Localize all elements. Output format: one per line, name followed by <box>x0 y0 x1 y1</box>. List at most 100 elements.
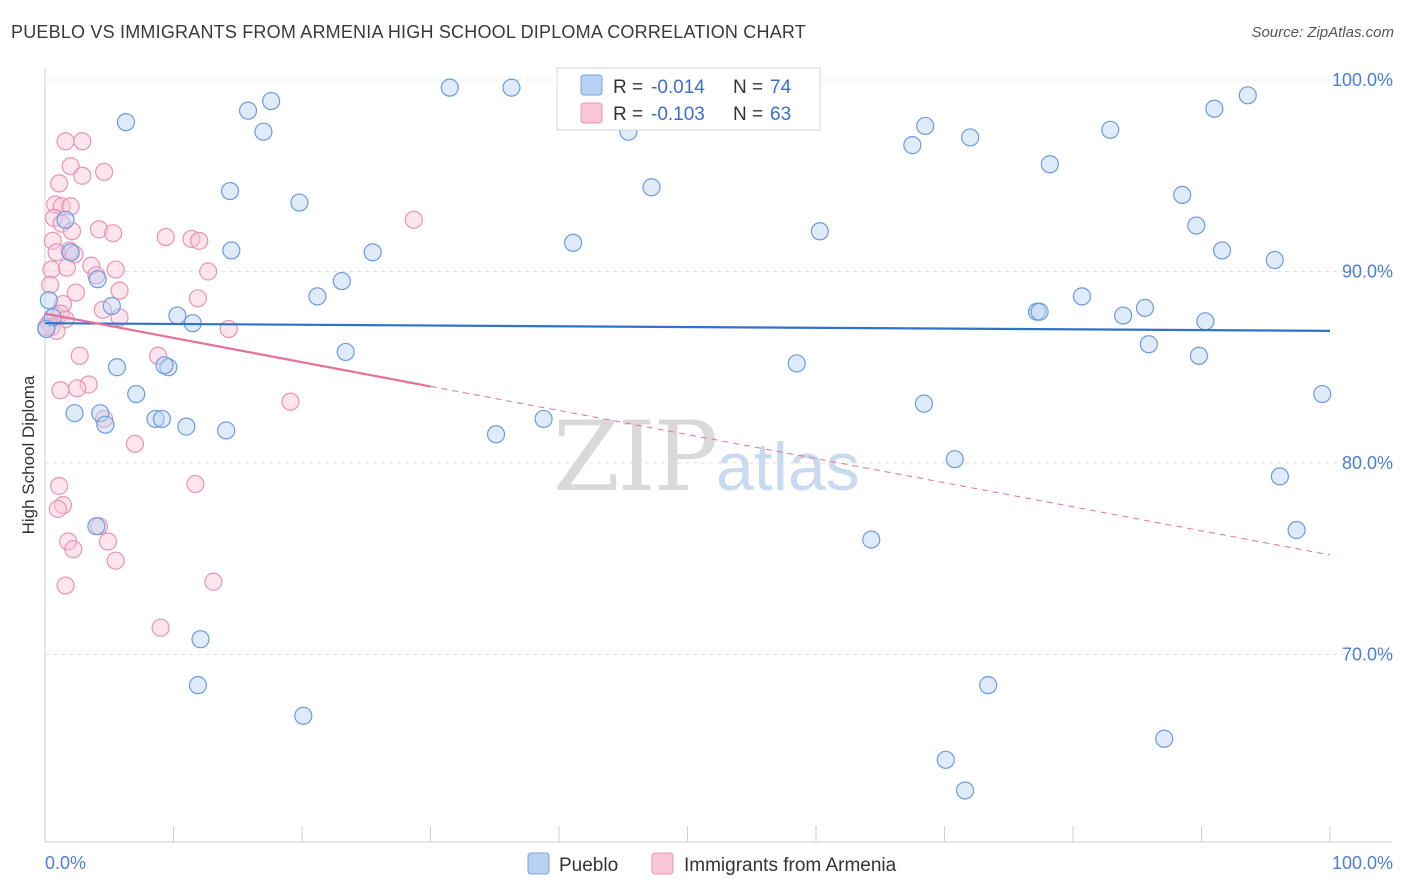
data-point <box>156 227 175 247</box>
y-axis-label: High School Diploma <box>19 375 38 534</box>
data-point <box>50 174 69 193</box>
x-tick-label: 0.0% <box>45 853 86 873</box>
data-point <box>73 166 92 185</box>
data-point <box>65 404 84 423</box>
stats-legend: R = -0.014 N = 74 R = -0.103 N = 63 <box>556 67 821 131</box>
data-point <box>62 222 82 241</box>
legend-r-label-armenia: R = <box>613 104 643 125</box>
y-tick-label: 100.0% <box>1332 70 1393 90</box>
grid-lines <box>45 79 1392 655</box>
data-point <box>61 197 80 216</box>
data-point <box>106 551 125 570</box>
legend-bottom-swatch-pueblo <box>527 852 550 875</box>
data-point <box>564 233 583 252</box>
data-point <box>1313 384 1332 404</box>
watermark-zip: ZIP <box>553 401 716 513</box>
legend-swatch-armenia <box>580 102 603 124</box>
data-point <box>204 572 223 591</box>
data-point <box>916 116 935 136</box>
data-point <box>51 381 70 400</box>
data-point <box>106 260 125 279</box>
data-point <box>155 356 174 375</box>
legend-n-label-pueblo: N = <box>733 77 763 98</box>
data-point <box>93 300 112 319</box>
data-point <box>220 181 240 201</box>
data-point <box>98 532 118 551</box>
data-point <box>73 132 92 151</box>
data-point <box>217 421 236 440</box>
y-tick-label: 70.0% <box>1342 645 1393 665</box>
data-point <box>502 78 521 97</box>
legend-r-label-pueblo: R = <box>613 77 643 98</box>
data-point <box>534 409 553 429</box>
data-point <box>862 530 881 549</box>
legend-n-label-armenia: N = <box>733 104 763 125</box>
data-point <box>440 78 459 97</box>
data-point <box>104 224 123 243</box>
data-point <box>70 346 89 365</box>
data-point <box>903 136 922 155</box>
data-point <box>222 241 241 260</box>
legend-n-value-pueblo: 74 <box>770 77 792 98</box>
data-point <box>1173 185 1192 204</box>
data-point <box>41 275 60 295</box>
data-point <box>1265 250 1284 270</box>
data-point <box>404 210 423 229</box>
data-point <box>1212 241 1232 260</box>
data-point <box>281 392 300 411</box>
chart-source: Source: ZipAtlas.com <box>1251 24 1394 41</box>
data-point <box>1238 86 1257 105</box>
data-point <box>1187 216 1206 235</box>
data-point <box>186 474 205 494</box>
data-point <box>146 409 165 429</box>
data-point <box>1287 520 1306 540</box>
data-point <box>642 178 661 197</box>
data-point <box>308 287 327 306</box>
data-point <box>57 258 76 277</box>
data-point <box>46 195 65 214</box>
data-point <box>188 289 208 308</box>
data-point <box>1205 99 1224 118</box>
data-point <box>787 354 806 373</box>
data-point <box>95 162 114 182</box>
trend-line-armenia <box>44 312 431 388</box>
data-point <box>125 434 145 453</box>
series-armenia-points <box>37 132 423 637</box>
data-point <box>914 394 934 413</box>
data-point <box>42 260 61 279</box>
data-point <box>1114 306 1133 325</box>
data-point <box>1155 729 1174 748</box>
data-point <box>190 231 209 250</box>
data-point <box>56 576 75 595</box>
data-point <box>1196 312 1215 331</box>
data-point <box>486 425 506 444</box>
data-point <box>294 706 313 725</box>
data-point <box>979 676 998 695</box>
data-point <box>1101 120 1120 139</box>
watermark-atlas: atlas <box>716 429 860 505</box>
data-point <box>290 193 309 212</box>
data-point <box>61 243 80 262</box>
data-point <box>79 375 98 394</box>
legend-bottom-swatch-armenia <box>651 852 674 875</box>
data-point <box>89 220 109 239</box>
data-point <box>48 499 67 519</box>
y-tick-label: 90.0% <box>1342 262 1393 282</box>
data-point <box>219 319 238 339</box>
data-point <box>177 417 196 436</box>
data-point <box>1189 346 1209 365</box>
data-point <box>102 296 121 316</box>
data-point <box>961 128 980 147</box>
data-point <box>127 384 146 404</box>
data-point <box>88 270 107 289</box>
data-point <box>168 306 187 325</box>
data-point <box>1139 335 1158 354</box>
data-point <box>191 630 210 649</box>
data-point <box>39 291 58 310</box>
data-point <box>107 358 127 377</box>
data-point <box>152 409 172 429</box>
data-point <box>336 342 355 362</box>
data-point <box>96 415 115 434</box>
data-point <box>110 281 129 300</box>
